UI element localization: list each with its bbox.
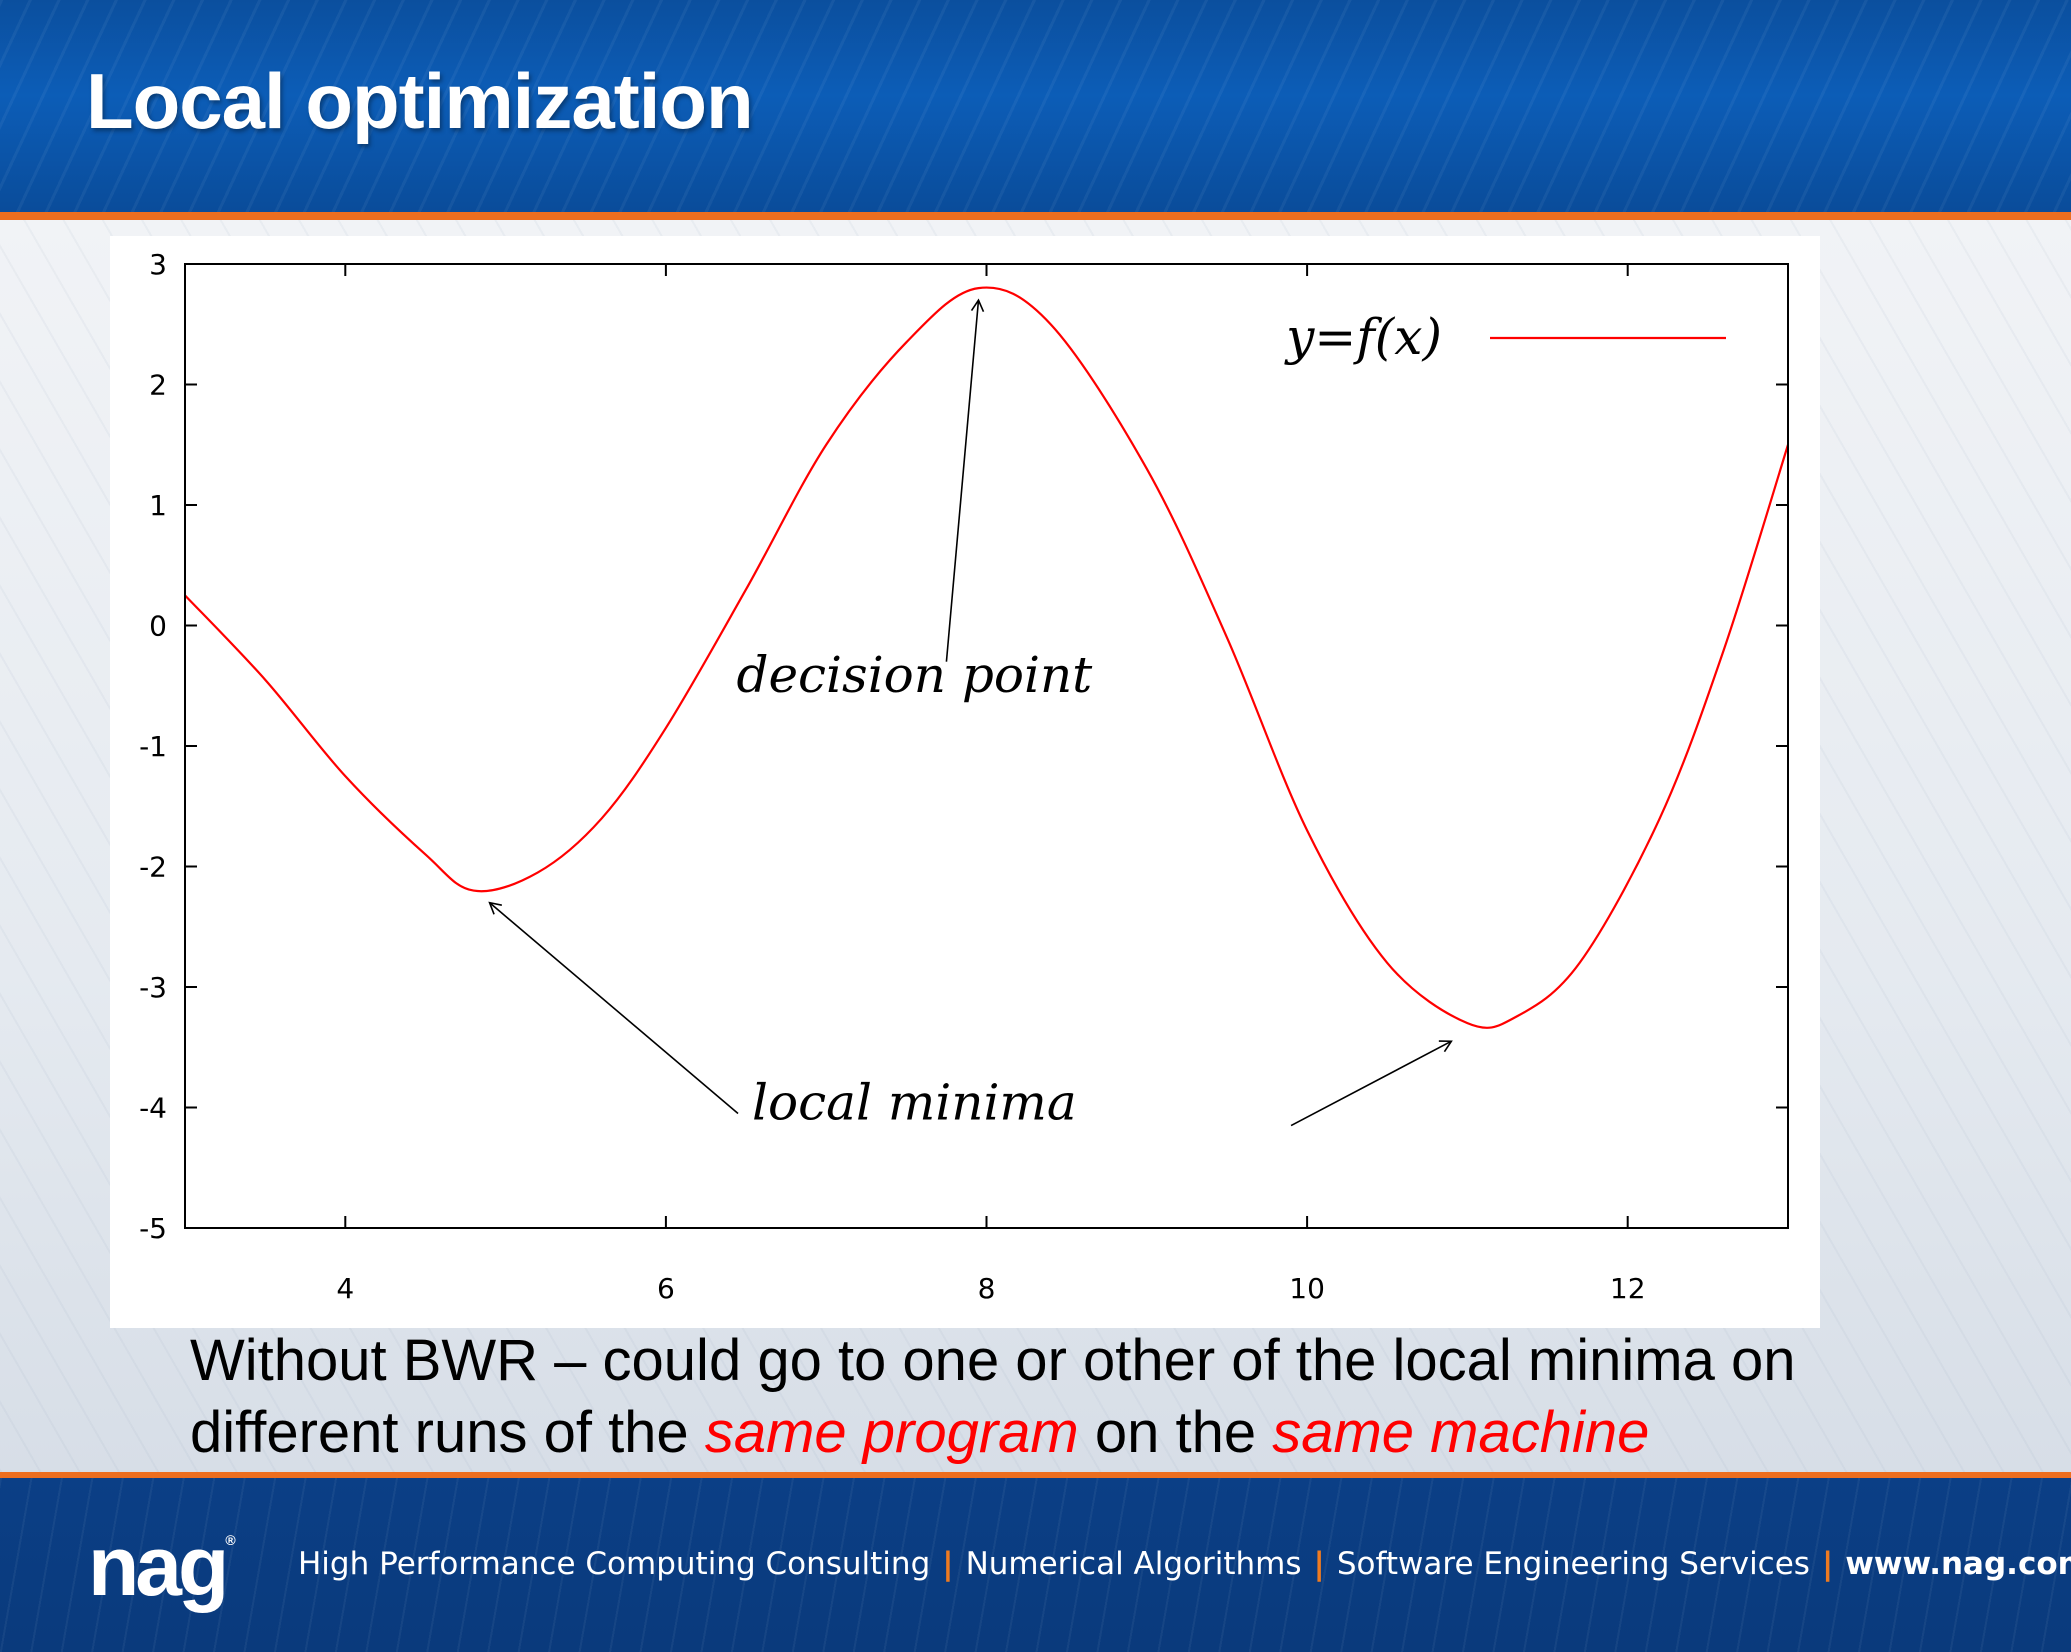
logo-registered-mark: ®: [225, 1532, 236, 1548]
y-tick-label: 2: [149, 369, 167, 402]
footer-texture: [0, 1478, 2071, 1652]
y-tick-label: 1: [149, 489, 167, 522]
y-tick-label: -1: [139, 730, 167, 763]
slide-footer: nag® High Performance Computing Consulti…: [0, 1478, 2071, 1652]
footer-item-software-engineering: Software Engineering Services: [1336, 1546, 1810, 1582]
x-tick-label: 6: [657, 1272, 675, 1305]
chart-panel: 4 6 8 10 12 3 2 1 0 -1 -2 -3 -4 -5 decision point loca…: [110, 236, 1820, 1328]
plot-frame: [184, 263, 1789, 1229]
slide-title: Local optimization: [86, 57, 754, 145]
y-tick-label: 0: [149, 610, 167, 643]
annotation-label: local minima: [752, 1074, 1077, 1132]
caption-highlight-same-program: same program: [704, 1400, 1079, 1465]
caption-line1: Without BWR – could go to one or other o…: [190, 1328, 1796, 1393]
footer-links: High Performance Computing Consulting | Nu…: [298, 1546, 2071, 1582]
footer-item-hpc-consulting: High Performance Computing Consulting: [298, 1546, 931, 1582]
y-tick-label: -5: [139, 1212, 167, 1245]
caption-line2-prefix: different runs of the: [190, 1400, 705, 1465]
footer-orange-rule: [0, 1472, 2071, 1478]
annotation-arrow: [1290, 1040, 1453, 1127]
slide-header: Local optimization: [0, 0, 2071, 212]
annotation-arrow: [488, 901, 739, 1115]
footer-url-link[interactable]: www.nag.com: [1845, 1546, 2071, 1582]
legend-label: y=f(x): [1284, 308, 1442, 366]
header-orange-rule: [0, 212, 2071, 220]
caption: Without BWR – could go to one or other o…: [190, 1325, 1990, 1469]
footer-separator: |: [942, 1546, 954, 1582]
logo-text: nag: [88, 1519, 229, 1613]
y-tick-label: 3: [149, 248, 167, 281]
footer-item-numerical-algorithms: Numerical Algorithms: [965, 1546, 1302, 1582]
x-tick-label: 4: [336, 1272, 354, 1305]
caption-highlight-same-machine: same machine: [1272, 1400, 1650, 1465]
annotation-label: decision point: [736, 646, 1093, 704]
header-texture: [0, 0, 2071, 212]
x-tick-label: 8: [978, 1272, 996, 1305]
y-tick-label: -3: [139, 971, 167, 1004]
y-tick-label: -4: [139, 1092, 167, 1125]
footer-separator: |: [1313, 1546, 1325, 1582]
x-tick-label: 10: [1289, 1272, 1325, 1305]
nag-logo: nag®: [88, 1518, 236, 1615]
footer-separator: |: [1821, 1546, 1834, 1582]
caption-line2-middle: on the: [1078, 1400, 1273, 1465]
annotation-arrow: [945, 298, 985, 662]
y-tick-label: -2: [139, 851, 167, 884]
x-tick-label: 12: [1610, 1272, 1646, 1305]
